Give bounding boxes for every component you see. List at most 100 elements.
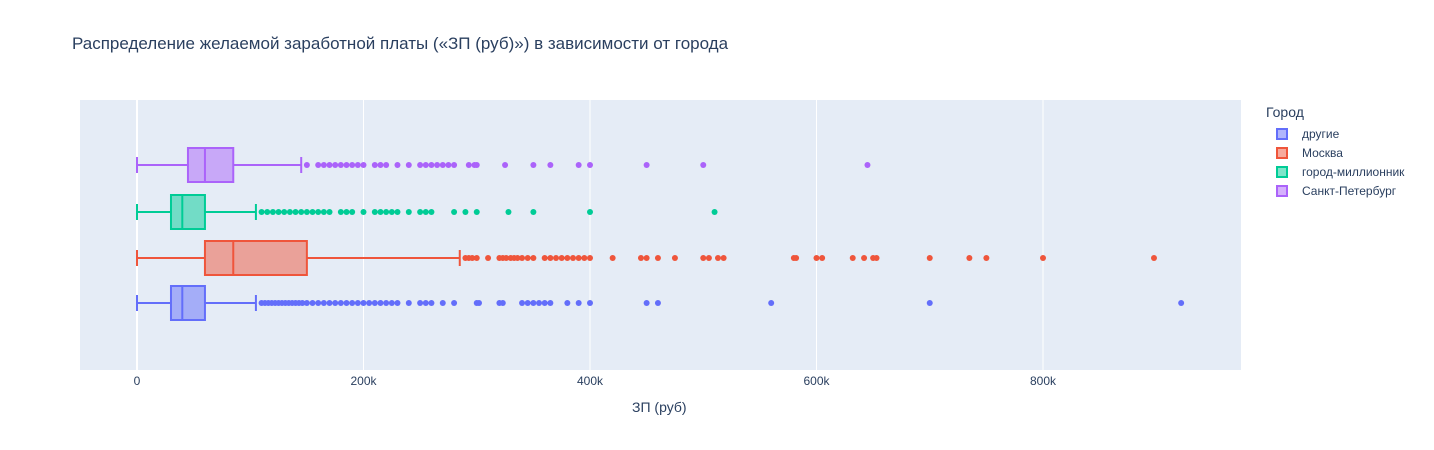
- legend: другие Москва город-миллионник Санкт-Петерб…: [1276, 124, 1404, 200]
- outlier-point: [354, 162, 361, 168]
- outlier-point: [405, 162, 412, 168]
- outlier-point: [337, 300, 344, 306]
- iqr-box: [203, 240, 308, 276]
- outlier-point: [428, 209, 435, 215]
- outlier-point: [434, 162, 441, 168]
- outlier-point: [360, 300, 367, 306]
- outlier-point: [547, 300, 554, 306]
- outlier-point: [332, 162, 339, 168]
- outlier-point: [326, 162, 333, 168]
- outlier-point: [377, 162, 384, 168]
- iqr-box: [186, 147, 235, 183]
- outlier-point: [298, 209, 305, 215]
- x-axis-ticks: 0 200k 400k 600k 800k: [134, 374, 1057, 388]
- outlier-point: [587, 255, 593, 261]
- outlier-point: [519, 300, 526, 306]
- outlier-point: [422, 300, 429, 306]
- outlier-point: [349, 162, 356, 168]
- outlier-point: [499, 300, 506, 306]
- outlier-point: [422, 209, 429, 215]
- legend-label: Москва: [1302, 145, 1343, 160]
- outlier-point: [349, 209, 356, 215]
- legend-item[interactable]: город-миллионник: [1276, 162, 1404, 181]
- outlier-point: [473, 255, 480, 261]
- outlier-point: [264, 209, 271, 215]
- outlier-point: [309, 209, 316, 215]
- outlier-point: [530, 162, 537, 168]
- outlier-point: [299, 300, 306, 306]
- legend-item[interactable]: Москва: [1276, 143, 1404, 162]
- outlier-point: [462, 209, 469, 215]
- x-tick-label: 200k: [350, 374, 377, 388]
- outlier-point: [343, 162, 350, 168]
- outlier-point: [473, 162, 480, 168]
- boxes: [136, 147, 1185, 321]
- outlier-point: [926, 255, 933, 261]
- outlier-point: [417, 162, 424, 168]
- outlier-point: [326, 300, 333, 306]
- box-series: [136, 147, 871, 183]
- legend-item[interactable]: Санкт-Петербург: [1276, 181, 1404, 200]
- outlier-point: [864, 162, 871, 168]
- outlier-point: [575, 162, 582, 168]
- outlier-point: [377, 209, 384, 215]
- box-series: [136, 240, 1157, 276]
- outlier-point: [281, 209, 288, 215]
- outlier-point: [428, 300, 435, 306]
- outlier-point: [581, 255, 588, 261]
- outlier-point: [643, 300, 650, 306]
- outlier-point: [315, 300, 322, 306]
- outlier-point: [451, 300, 458, 306]
- legend-item[interactable]: другие: [1276, 124, 1404, 143]
- outlier-point: [343, 300, 350, 306]
- outlier-point: [366, 300, 373, 306]
- outlier-point: [383, 209, 390, 215]
- outlier-point: [966, 255, 973, 261]
- x-tick-label: 600k: [803, 374, 830, 388]
- legend-label: другие: [1302, 126, 1340, 141]
- outlier-point: [983, 255, 990, 261]
- outlier-point: [1040, 255, 1046, 261]
- outlier-point: [587, 209, 593, 215]
- outlier-point: [530, 209, 537, 215]
- outlier-point: [445, 162, 452, 168]
- outlier-point: [332, 300, 339, 306]
- outlier-point: [303, 162, 310, 168]
- outlier-point: [383, 162, 390, 168]
- outlier-point: [388, 300, 395, 306]
- outlier-point: [547, 162, 554, 168]
- outlier-point: [451, 209, 458, 215]
- outlier-point: [383, 300, 390, 306]
- outlier-point: [541, 300, 548, 306]
- outlier-point: [558, 255, 565, 261]
- outlier-point: [405, 300, 412, 306]
- outlier-point: [337, 209, 344, 215]
- outlier-point: [303, 209, 310, 215]
- outlier-point: [451, 162, 458, 168]
- legend-label: Санкт-Петербург: [1302, 183, 1397, 198]
- outlier-point: [371, 209, 378, 215]
- outlier-point: [469, 255, 476, 261]
- outlier-point: [519, 255, 526, 261]
- outlier-point: [813, 255, 820, 261]
- x-axis-label: ЗП (руб): [632, 399, 687, 415]
- outlier-point: [315, 162, 322, 168]
- outlier-point: [275, 209, 282, 215]
- outlier-point: [394, 209, 401, 215]
- outlier-point: [536, 300, 543, 306]
- outlier-point: [309, 300, 316, 306]
- outlier-point: [541, 255, 548, 261]
- outlier-point: [394, 300, 401, 306]
- outlier-point: [587, 162, 593, 168]
- outlier-point: [700, 255, 707, 261]
- outlier-point: [292, 209, 299, 215]
- grid-lines: [136, 100, 1044, 370]
- outlier-point: [286, 209, 293, 215]
- chart-title: Распределение желаемой заработной платы …: [72, 34, 729, 53]
- iqr-box: [169, 194, 206, 230]
- outlier-point: [315, 209, 322, 215]
- outlier-point: [720, 255, 727, 261]
- outlier-point: [485, 255, 492, 261]
- outlier-point: [609, 255, 616, 261]
